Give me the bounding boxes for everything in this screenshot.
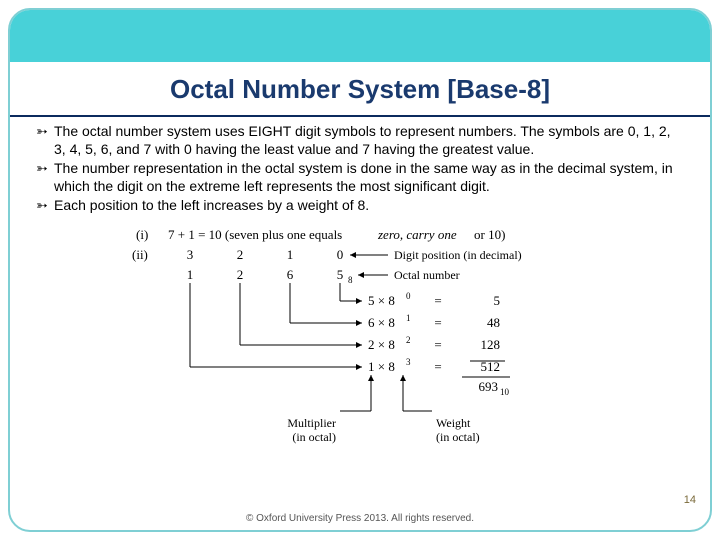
octal-d2: 2	[237, 267, 244, 282]
bullet-text: The octal number system uses EIGHT digit…	[54, 123, 684, 158]
slide-title: Octal Number System [Base-8]	[10, 62, 710, 117]
calc1-val: 48	[487, 315, 500, 330]
calc0-expr: 5 × 8	[368, 293, 395, 308]
calc0-eq: =	[434, 293, 441, 308]
bullet-icon: ➳	[36, 197, 54, 215]
bullet-text: The number representation in the octal s…	[54, 160, 684, 195]
footer-copyright: © Oxford University Press 2013. All righ…	[10, 513, 710, 524]
octal-d3: 1	[187, 267, 194, 282]
octal-d1: 6	[287, 267, 294, 282]
sum-sub: 10	[500, 387, 510, 397]
calc2-expr: 2 × 8	[368, 337, 395, 352]
page-number: 14	[684, 494, 696, 506]
title-band	[10, 10, 710, 62]
slide: Octal Number System [Base-8] ➳ The octal…	[0, 0, 720, 540]
weight-label-1: Weight	[436, 416, 471, 430]
digit-pos-1: 1	[287, 247, 294, 262]
octal-num-label: Octal number	[394, 268, 460, 282]
line-ii-label: (ii)	[132, 247, 148, 262]
line-i-expr: 7 + 1 = 10 (seven plus one equals	[168, 227, 342, 242]
line-i-tail: or 10)	[474, 227, 505, 242]
calc2-eq: =	[434, 337, 441, 352]
calc0-val: 5	[494, 293, 501, 308]
slide-frame: Octal Number System [Base-8] ➳ The octal…	[8, 8, 712, 532]
line-i-label: (i)	[136, 227, 148, 242]
octal-d0: 5	[337, 267, 344, 282]
diagram-container: (i) 7 + 1 = 10 (seven plus one equals ze…	[36, 223, 684, 461]
digit-pos-3: 3	[187, 247, 194, 262]
calc1-eq: =	[434, 315, 441, 330]
calc3-exp: 3	[406, 357, 411, 367]
bullet-item: ➳ The number representation in the octal…	[36, 160, 684, 195]
calc1-exp: 1	[406, 313, 411, 323]
calc0-exp: 0	[406, 291, 411, 301]
bullet-item: ➳ Each position to the left increases by…	[36, 197, 684, 215]
octal-diagram: (i) 7 + 1 = 10 (seven plus one equals ze…	[110, 223, 610, 461]
calc1-expr: 6 × 8	[368, 315, 395, 330]
bullet-item: ➳ The octal number system uses EIGHT dig…	[36, 123, 684, 158]
calc2-val: 128	[481, 337, 501, 352]
calc2-exp: 2	[406, 335, 411, 345]
bullet-icon: ➳	[36, 123, 54, 158]
digit-pos-label: Digit position (in decimal)	[394, 248, 522, 262]
line-i-italic: zero, carry one	[377, 227, 457, 242]
digit-pos-2: 2	[237, 247, 244, 262]
multiplier-label-1: Multiplier	[287, 416, 336, 430]
digit-pos-0: 0	[337, 247, 344, 262]
multiplier-label-2: (in octal)	[292, 430, 336, 444]
sum-value: 693	[479, 379, 499, 394]
octal-sub: 8	[348, 275, 353, 285]
calc3-eq: =	[434, 359, 441, 374]
bullet-icon: ➳	[36, 160, 54, 195]
bullet-text: Each position to the left increases by a…	[54, 197, 684, 215]
content-area: ➳ The octal number system uses EIGHT dig…	[10, 117, 710, 461]
weight-label-2: (in octal)	[436, 430, 480, 444]
bullet-list: ➳ The octal number system uses EIGHT dig…	[36, 123, 684, 215]
calc3-expr: 1 × 8	[368, 359, 395, 374]
